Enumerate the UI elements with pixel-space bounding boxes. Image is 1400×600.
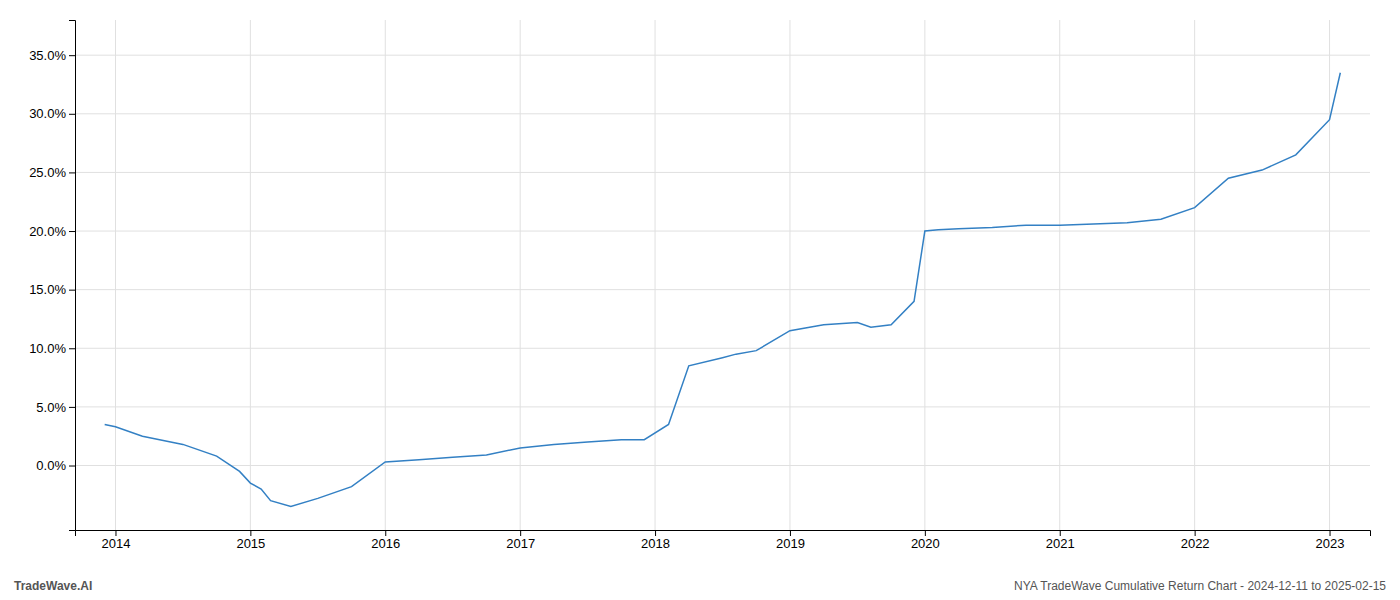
tick: 2019	[776, 530, 805, 551]
tick: 30.0%	[29, 106, 75, 121]
tick-mark	[69, 466, 75, 467]
tick-mark	[1330, 530, 1331, 536]
tick: 25.0%	[29, 165, 75, 180]
x-grid	[115, 20, 1329, 530]
tick-mark	[1195, 530, 1196, 536]
tick: 35.0%	[29, 48, 75, 63]
tick: 10.0%	[29, 341, 75, 356]
tick-mark	[250, 530, 251, 536]
tick-label: 2017	[506, 536, 535, 551]
grid-line	[115, 20, 116, 530]
tick-mark	[1060, 530, 1061, 536]
tick-mark	[69, 114, 75, 115]
grid-line	[1059, 20, 1060, 530]
tick-label: 2020	[911, 536, 940, 551]
tick: 15.0%	[29, 282, 75, 297]
y-grid	[75, 55, 1370, 465]
tick-label: 20.0%	[29, 224, 66, 239]
grid-line	[789, 20, 790, 530]
tick-mark	[69, 172, 75, 173]
grid-line	[1194, 20, 1195, 530]
tick: 2015	[236, 530, 265, 551]
tick-mark	[69, 231, 75, 232]
tick-mark	[655, 530, 656, 536]
tick: 2021	[1046, 530, 1075, 551]
tick-label: 30.0%	[29, 106, 66, 121]
tick-label: 35.0%	[29, 48, 66, 63]
grid-line	[75, 172, 1370, 173]
tick-label: 2021	[1046, 536, 1075, 551]
grid-line	[75, 348, 1370, 349]
axis-line	[69, 21, 76, 531]
footer-right: NYA TradeWave Cumulative Return Chart - …	[1014, 579, 1386, 593]
grid-line	[75, 231, 1370, 232]
plot-area: 2014 2015 2016 2017 2018 2019 2020 2021 2022 2023…	[29, 20, 1370, 551]
grid-line	[924, 20, 925, 530]
grid-line	[385, 20, 386, 530]
tick: 2017	[506, 530, 535, 551]
tick: 5.0%	[36, 400, 75, 415]
y-axis: 0.0% 5.0% 10.0% 15.0% 20.0% 25.0% 30.0% 35.0%	[29, 21, 75, 531]
tick-label: 2016	[371, 536, 400, 551]
grid-line	[520, 20, 521, 530]
tick-mark	[69, 55, 75, 56]
tick-mark	[925, 530, 926, 536]
grid-line	[75, 465, 1370, 466]
tick-mark	[69, 348, 75, 349]
tick: 2018	[641, 530, 670, 551]
tick: 2023	[1316, 530, 1345, 551]
grid-line	[75, 55, 1370, 56]
tick-label: 25.0%	[29, 165, 66, 180]
tick-label: 0.0%	[36, 458, 66, 473]
tick: 20.0%	[29, 224, 75, 239]
tick: 2014	[102, 530, 131, 551]
tick-label: 2022	[1181, 536, 1210, 551]
tick-mark	[115, 530, 116, 536]
footer-left: TradeWave.AI	[14, 579, 92, 593]
tick-mark	[69, 290, 75, 291]
x-axis: 2014 2015 2016 2017 2018 2019 2020 2021 2022 2023	[76, 530, 1371, 551]
tick-label: 2023	[1316, 536, 1345, 551]
grid-line	[75, 289, 1370, 290]
grid-line	[75, 113, 1370, 114]
grid-line	[655, 20, 656, 530]
tick-label: 15.0%	[29, 282, 66, 297]
tick-label: 2015	[236, 536, 265, 551]
tick: 2020	[911, 530, 940, 551]
tick-label: 10.0%	[29, 341, 66, 356]
tick: 0.0%	[36, 458, 75, 473]
tick-label: 5.0%	[36, 400, 66, 415]
series-group	[105, 73, 1341, 507]
grid-line	[250, 20, 251, 530]
line	[105, 73, 1341, 507]
tick-mark	[790, 530, 791, 536]
grid-line	[75, 406, 1370, 407]
chart: 2014 2015 2016 2017 2018 2019 2020 2021 2022 2023…	[0, 0, 1400, 600]
tick: 2016	[371, 530, 400, 551]
tick-mark	[520, 530, 521, 536]
axis-line	[76, 531, 1371, 537]
tick-label: 2018	[641, 536, 670, 551]
tick-label: 2019	[776, 536, 805, 551]
tick-mark	[385, 530, 386, 536]
tick: 2022	[1181, 530, 1210, 551]
tick-mark	[69, 407, 75, 408]
tick-label: 2014	[102, 536, 131, 551]
grid-line	[1329, 20, 1330, 530]
